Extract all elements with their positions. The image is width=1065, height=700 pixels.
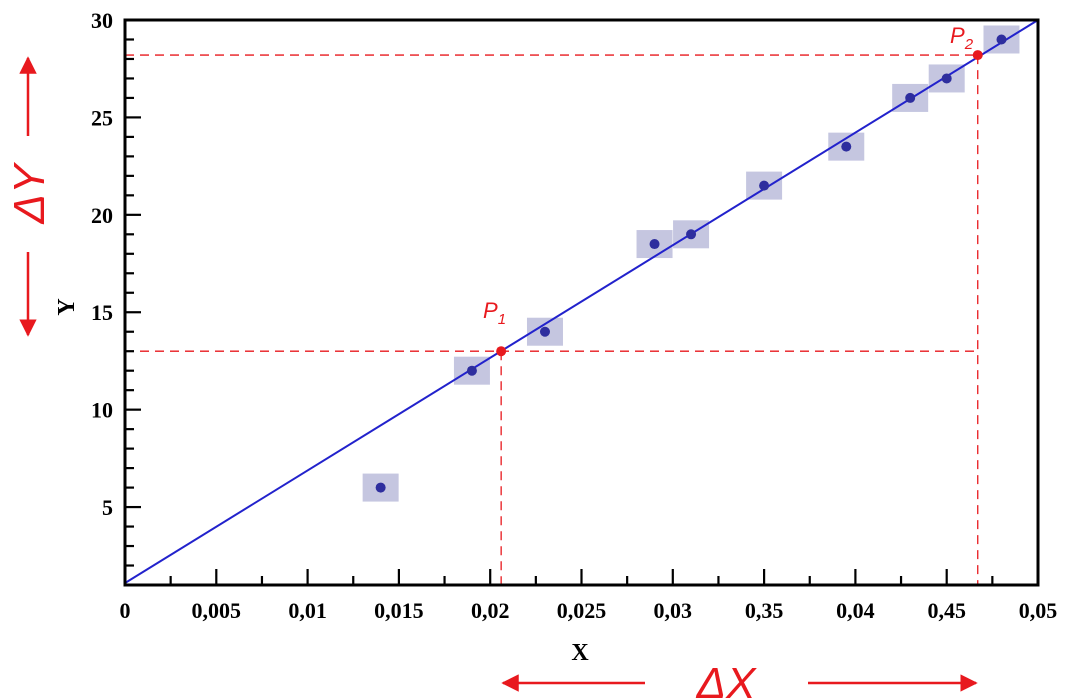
y-tick-label: 5 — [102, 495, 113, 520]
p2-point — [972, 50, 983, 61]
x-tick-label: 0,45 — [927, 598, 966, 623]
data-point — [759, 180, 770, 191]
x-tick-label: 0,03 — [654, 598, 693, 623]
p1-point — [496, 346, 507, 357]
x-tick-label: 0,05 — [1019, 598, 1058, 623]
p1-label: P1 — [483, 298, 506, 328]
x-tick-label: 0,35 — [745, 598, 784, 623]
x-tick-label: 0,015 — [374, 598, 424, 623]
x-tick-label: 0,04 — [836, 598, 875, 623]
data-point — [996, 34, 1007, 45]
data-point — [649, 239, 660, 250]
data-points — [375, 34, 1007, 493]
x-tick-label: 0,025 — [557, 598, 607, 623]
data-point — [941, 73, 952, 84]
fit-line — [124, 19, 1039, 584]
ticks — [123, 18, 1040, 587]
p2-label: P2 — [950, 23, 974, 53]
y-tick-label: 25 — [91, 105, 113, 130]
data-point — [686, 229, 697, 240]
y-tick-label: 30 — [91, 8, 113, 33]
data-point — [466, 365, 477, 376]
x-axis-title: X — [571, 640, 589, 666]
x-tick-label: 0,01 — [288, 598, 327, 623]
guide-lines — [125, 54, 979, 585]
data-point — [539, 326, 550, 337]
annotations: P1 P2 ΔX ΔY — [5, 23, 978, 700]
data-point — [841, 141, 852, 152]
data-point — [905, 92, 916, 103]
x-tick-label: 0,005 — [192, 598, 242, 623]
delta-x-label: ΔX — [696, 659, 758, 700]
x-tick-label: 0 — [120, 598, 131, 623]
y-axis-title: Y — [54, 298, 80, 315]
data-point — [375, 482, 386, 493]
y-tick-label: 15 — [91, 300, 113, 325]
tick-labels: 0 0,005 0,01 0,015 0,02 0,025 0,03 0,35 0,04 0,45… — [91, 8, 1057, 623]
x-tick-label: 0,02 — [471, 598, 510, 623]
y-tick-label: 10 — [91, 398, 113, 423]
y-tick-label: 20 — [91, 203, 113, 228]
error-boxes — [362, 25, 1020, 502]
fit-line-group — [124, 19, 1039, 584]
delta-y-label: ΔY — [5, 162, 54, 225]
